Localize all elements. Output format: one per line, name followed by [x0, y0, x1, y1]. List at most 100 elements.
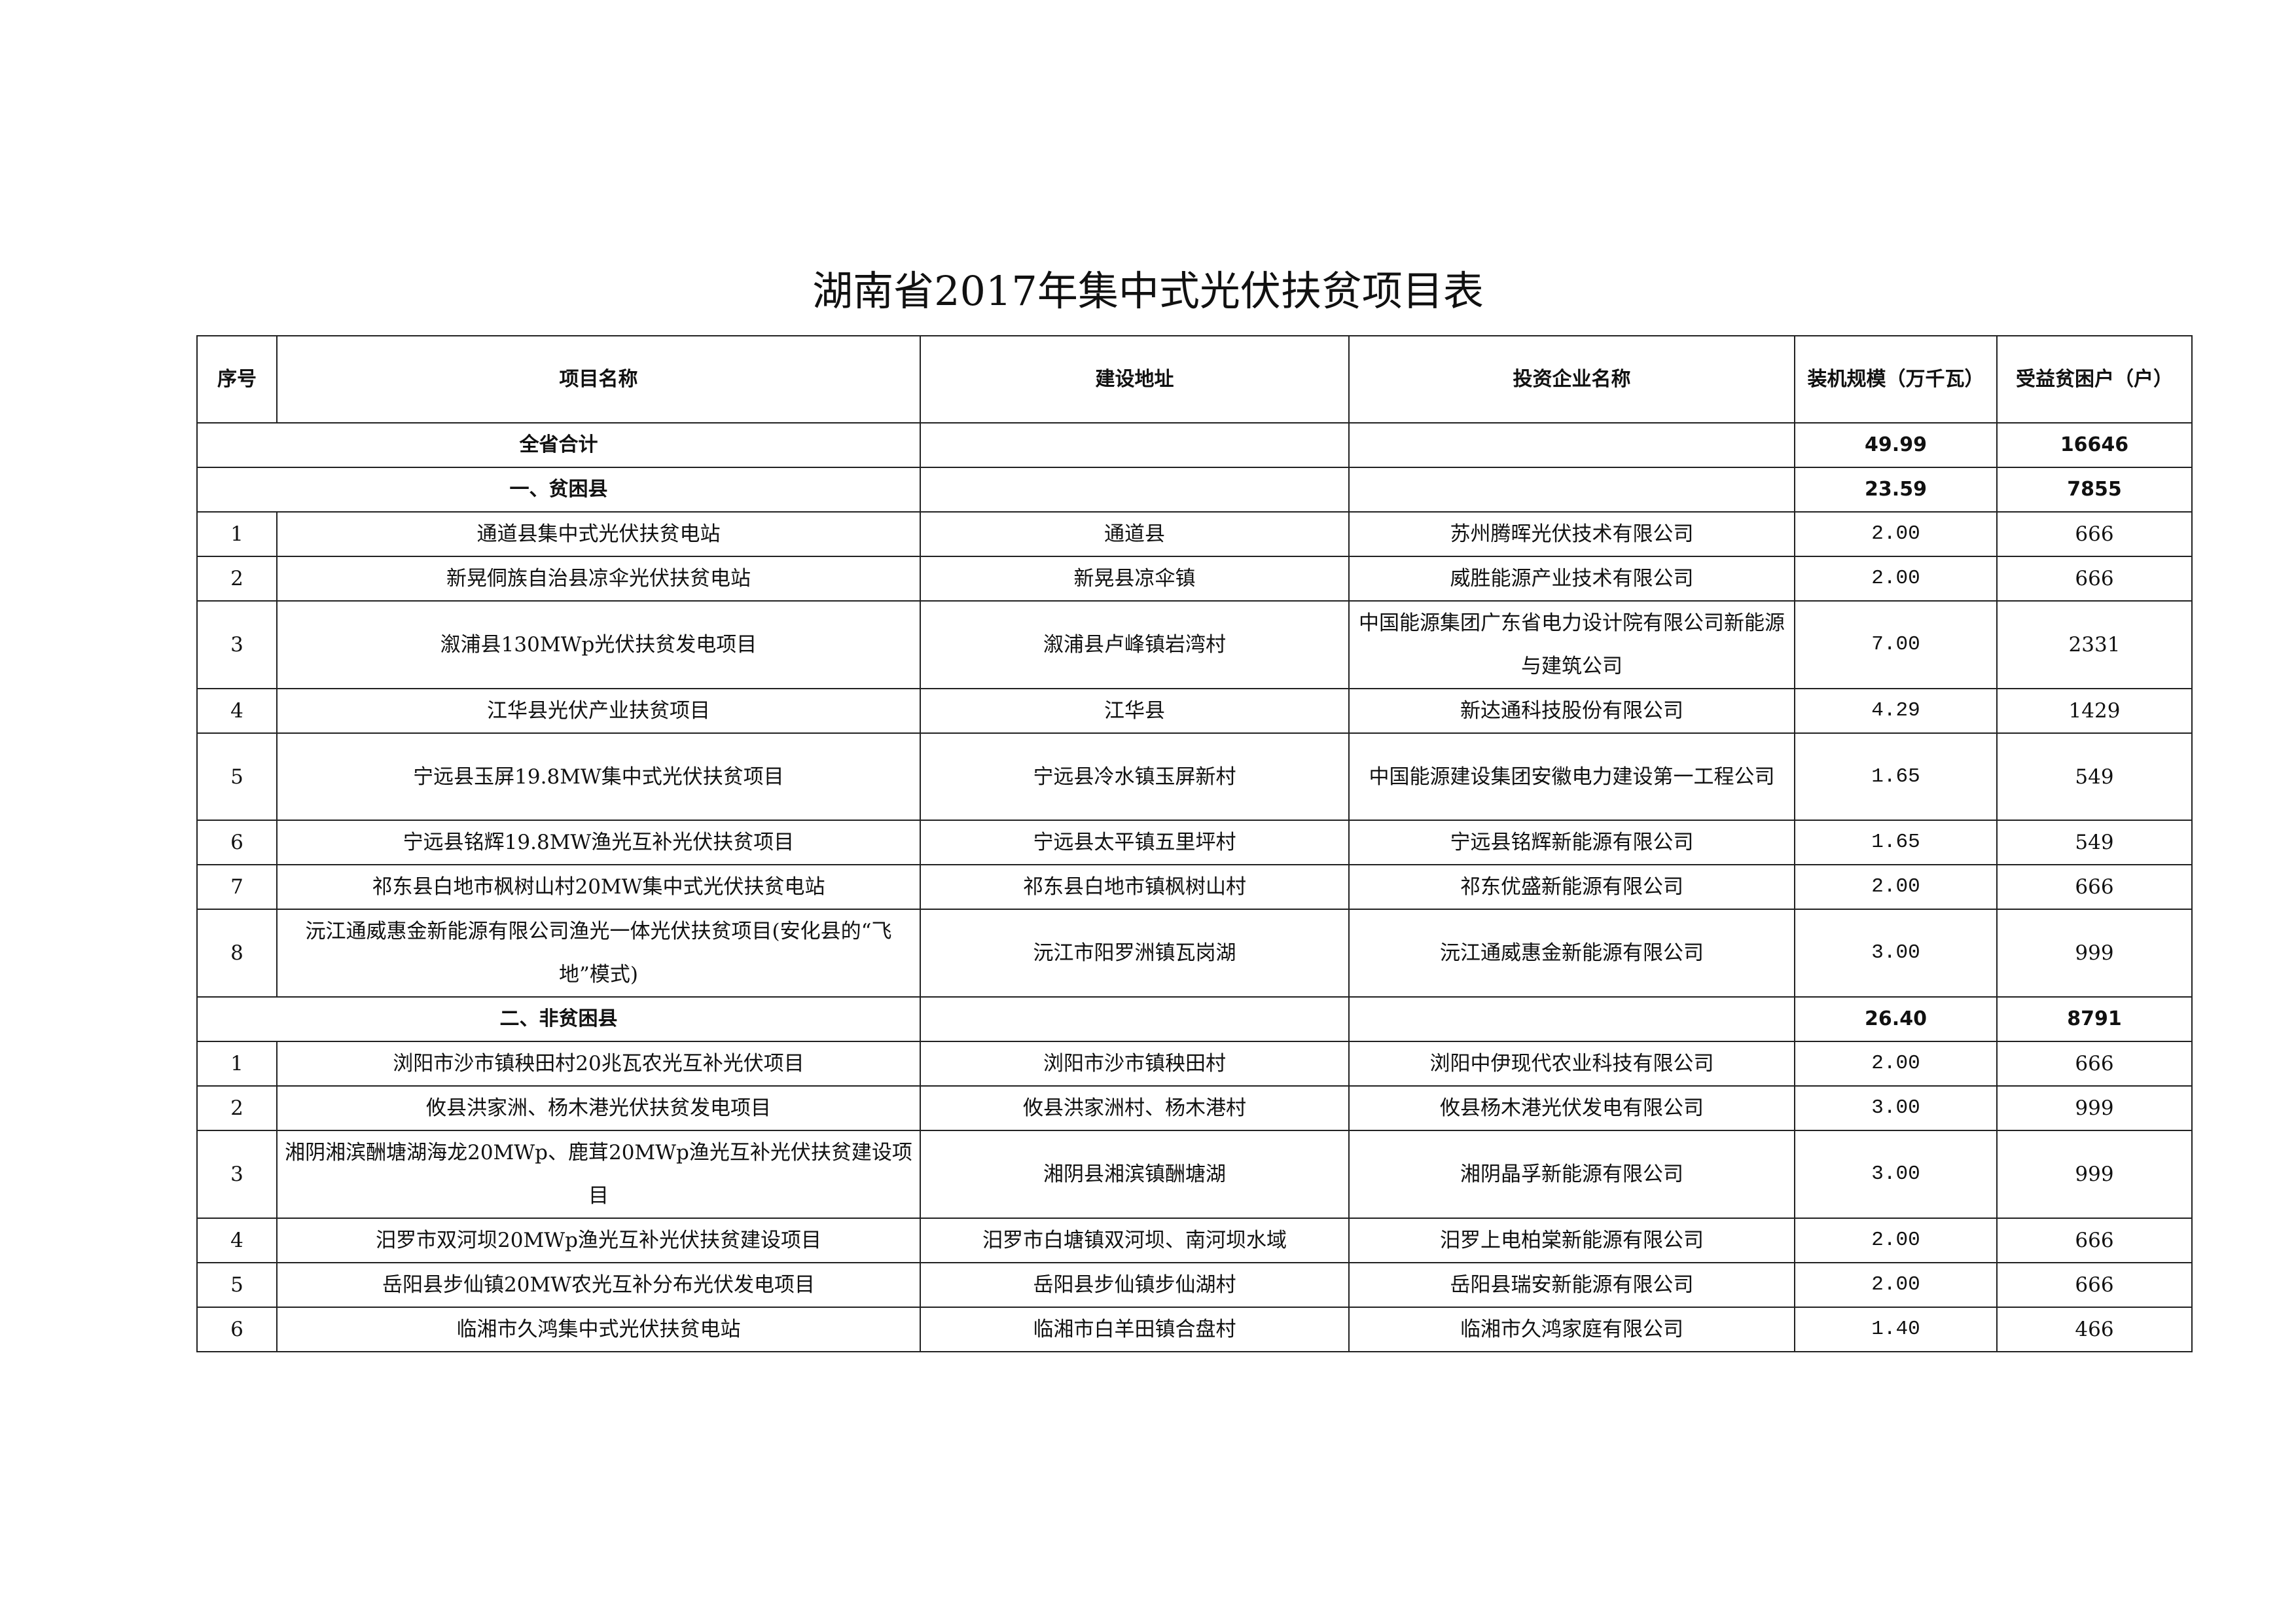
project-name: 江华县光伏产业扶贫项目 — [276, 688, 921, 734]
households: 466 — [1996, 1307, 2193, 1352]
table-row: 1 浏阳市沙市镇秧田村20兆瓦农光互补光伏项目 浏阳市沙市镇秧田村 浏阳中伊现代农业科… — [196, 1041, 2193, 1087]
row-no: 1 — [196, 511, 278, 557]
company-name: 临湘市久鸿家庭有限公司 — [1348, 1307, 1795, 1352]
row-no: 4 — [196, 1218, 278, 1263]
total-row: 全省合计 49.99 16646 — [196, 422, 2193, 468]
section-label: 一、贫困县 — [196, 467, 921, 513]
households: 666 — [1996, 556, 2193, 602]
project-location: 溆浦县卢峰镇岩湾村 — [920, 600, 1350, 689]
households: 999 — [1996, 1130, 2193, 1219]
company-name: 宁远县铭辉新能源有限公司 — [1348, 820, 1795, 865]
capacity: 1.65 — [1794, 820, 1998, 865]
row-no: 6 — [196, 1307, 278, 1352]
empty-cell — [1348, 422, 1795, 468]
project-location: 沅江市阳罗洲镇瓦岗湖 — [920, 909, 1350, 998]
section-households: 8791 — [1996, 996, 2193, 1042]
total-households: 16646 — [1996, 422, 2193, 468]
project-name: 汨罗市双河坝20MWp渔光互补光伏扶贫建设项目 — [276, 1218, 921, 1263]
row-no: 3 — [196, 1130, 278, 1219]
table-row: 5 岳阳县步仙镇20MW农光互补分布光伏发电项目 岳阳县步仙镇步仙湖村 岳阳县瑞安新能… — [196, 1262, 2193, 1308]
project-location: 湘阴县湘滨镇酬塘湖 — [920, 1130, 1350, 1219]
capacity: 2.00 — [1794, 864, 1998, 910]
company-name: 祁东优盛新能源有限公司 — [1348, 864, 1795, 910]
project-location: 新晃县凉伞镇 — [920, 556, 1350, 602]
table-row: 8 沅江通威惠金新能源有限公司渔光一体光伏扶贫项目(安化县的“飞地”模式) 沅江市阳… — [196, 909, 2193, 998]
company-name: 攸县杨木港光伏发电有限公司 — [1348, 1085, 1795, 1131]
section-row: 一、贫困县 23.59 7855 — [196, 467, 2193, 513]
row-no: 4 — [196, 688, 278, 734]
row-no: 2 — [196, 1085, 278, 1131]
row-no: 2 — [196, 556, 278, 602]
empty-cell — [1348, 996, 1795, 1042]
project-name: 浏阳市沙市镇秧田村20兆瓦农光互补光伏项目 — [276, 1041, 921, 1087]
page-title: 湖南省2017年集中式光伏扶贫项目表 — [812, 267, 1484, 315]
capacity: 7.00 — [1794, 600, 1998, 689]
capacity: 2.00 — [1794, 1262, 1998, 1308]
table-row: 6 宁远县铭辉19.8MW渔光互补光伏扶贫项目 宁远县太平镇五里坪村 宁远县铭辉新能源… — [196, 820, 2193, 865]
project-name: 溆浦县130MWp光伏扶贫发电项目 — [276, 600, 921, 689]
capacity: 2.00 — [1794, 511, 1998, 557]
row-no: 3 — [196, 600, 278, 689]
section-label: 二、非贫困县 — [196, 996, 921, 1042]
project-name: 沅江通威惠金新能源有限公司渔光一体光伏扶贫项目(安化县的“飞地”模式) — [276, 909, 921, 998]
company-name: 浏阳中伊现代农业科技有限公司 — [1348, 1041, 1795, 1087]
company-name: 威胜能源产业技术有限公司 — [1348, 556, 1795, 602]
table-row: 3 溆浦县130MWp光伏扶贫发电项目 溆浦县卢峰镇岩湾村 中国能源集团广东省电力设计… — [196, 600, 2193, 689]
capacity: 3.00 — [1794, 1085, 1998, 1131]
households: 2331 — [1996, 600, 2193, 689]
households: 999 — [1996, 1085, 2193, 1131]
table-row: 6 临湘市久鸿集中式光伏扶贫电站 临湘市白羊田镇合盘村 临湘市久鸿家庭有限公司 1.40… — [196, 1307, 2193, 1352]
project-location: 江华县 — [920, 688, 1350, 734]
capacity: 1.40 — [1794, 1307, 1998, 1352]
col-header-location: 建设地址 — [920, 335, 1350, 424]
project-location: 通道县 — [920, 511, 1350, 557]
households: 666 — [1996, 511, 2193, 557]
households: 666 — [1996, 1262, 2193, 1308]
project-name: 岳阳县步仙镇20MW农光互补分布光伏发电项目 — [276, 1262, 921, 1308]
project-location: 汨罗市白塘镇双河坝、南河坝水域 — [920, 1218, 1350, 1263]
section-households: 7855 — [1996, 467, 2193, 513]
company-name: 苏州腾晖光伏技术有限公司 — [1348, 511, 1795, 557]
project-location: 攸县洪家洲村、杨木港村 — [920, 1085, 1350, 1131]
capacity: 2.00 — [1794, 1218, 1998, 1263]
section-capacity: 26.40 — [1794, 996, 1998, 1042]
project-location: 宁远县冷水镇玉屏新村 — [920, 732, 1350, 821]
capacity: 3.00 — [1794, 1130, 1998, 1219]
row-no: 1 — [196, 1041, 278, 1087]
project-name: 攸县洪家洲、杨木港光伏扶贫发电项目 — [276, 1085, 921, 1131]
project-name: 宁远县玉屏19.8MW集中式光伏扶贫项目 — [276, 732, 921, 821]
company-name: 汨罗上电柏棠新能源有限公司 — [1348, 1218, 1795, 1263]
households: 549 — [1996, 820, 2193, 865]
households: 666 — [1996, 1218, 2193, 1263]
project-name: 新晃侗族自治县凉伞光伏扶贫电站 — [276, 556, 921, 602]
project-location: 浏阳市沙市镇秧田村 — [920, 1041, 1350, 1087]
households: 999 — [1996, 909, 2193, 998]
project-name: 临湘市久鸿集中式光伏扶贫电站 — [276, 1307, 921, 1352]
households: 666 — [1996, 1041, 2193, 1087]
table-row: 3 湘阴湘滨酬塘湖海龙20MWp、鹿茸20MWp渔光互补光伏扶贫建设项目 湘阴县湘滨… — [196, 1130, 2193, 1219]
capacity: 3.00 — [1794, 909, 1998, 998]
section-capacity: 23.59 — [1794, 467, 1998, 513]
project-name: 湘阴湘滨酬塘湖海龙20MWp、鹿茸20MWp渔光互补光伏扶贫建设项目 — [276, 1130, 921, 1219]
table-row: 5 宁远县玉屏19.8MW集中式光伏扶贫项目 宁远县冷水镇玉屏新村 中国能源建设集团安… — [196, 732, 2193, 821]
project-name: 祁东县白地市枫树山村20MW集中式光伏扶贫电站 — [276, 864, 921, 910]
project-name: 通道县集中式光伏扶贫电站 — [276, 511, 921, 557]
projects-table: 序号 项目名称 建设地址 投资企业名称 装机规模（万千瓦） 受益贫困户（户） 全… — [196, 335, 2193, 1352]
project-location: 岳阳县步仙镇步仙湖村 — [920, 1262, 1350, 1308]
company-name: 沅江通威惠金新能源有限公司 — [1348, 909, 1795, 998]
row-no: 5 — [196, 732, 278, 821]
project-location: 祁东县白地市镇枫树山村 — [920, 864, 1350, 910]
empty-cell — [920, 467, 1350, 513]
row-no: 5 — [196, 1262, 278, 1308]
empty-cell — [1348, 467, 1795, 513]
table-row: 4 汨罗市双河坝20MWp渔光互补光伏扶贫建设项目 汨罗市白塘镇双河坝、南河坝水域汨… — [196, 1218, 2193, 1263]
col-header-households: 受益贫困户（户） — [1996, 335, 2193, 424]
empty-cell — [920, 996, 1350, 1042]
total-capacity: 49.99 — [1794, 422, 1998, 468]
table-row: 2 攸县洪家洲、杨木港光伏扶贫发电项目 攸县洪家洲村、杨木港村 攸县杨木港光伏发电有限… — [196, 1085, 2193, 1131]
section-row: 二、非贫困县 26.40 8791 — [196, 996, 2193, 1042]
company-name: 中国能源建设集团安徽电力建设第一工程公司 — [1348, 732, 1795, 821]
total-label: 全省合计 — [196, 422, 921, 468]
col-header-company: 投资企业名称 — [1348, 335, 1795, 424]
capacity: 2.00 — [1794, 556, 1998, 602]
